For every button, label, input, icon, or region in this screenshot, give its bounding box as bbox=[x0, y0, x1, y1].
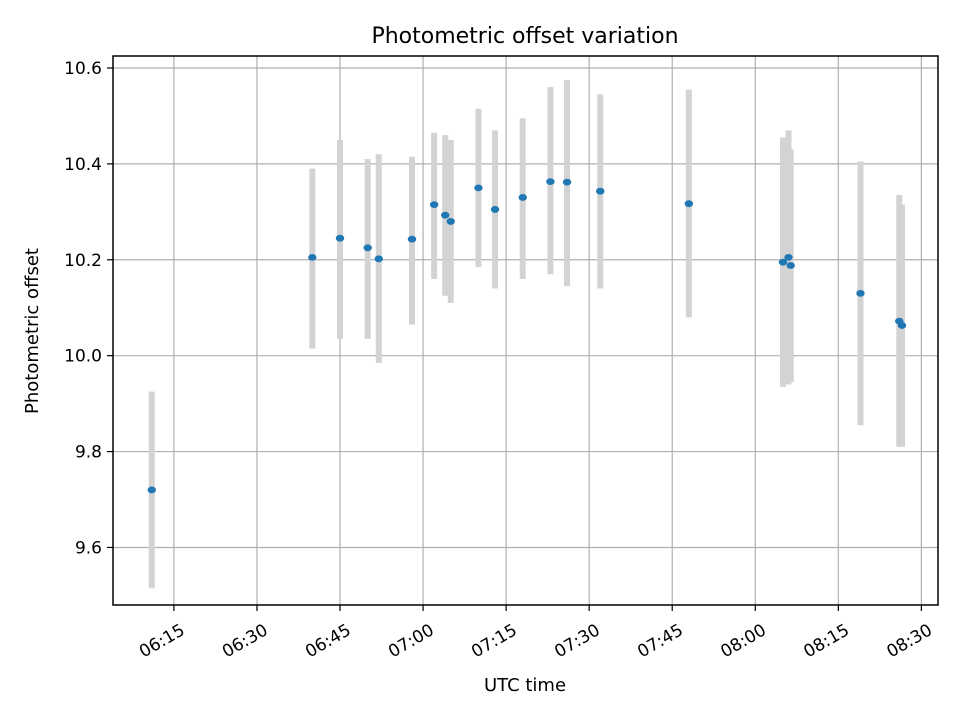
data-point bbox=[363, 244, 372, 252]
data-point bbox=[374, 255, 383, 263]
chart-title: Photometric offset variation bbox=[371, 24, 678, 49]
data-point bbox=[490, 206, 500, 213]
data-point bbox=[778, 258, 788, 266]
data-point bbox=[596, 187, 605, 195]
plot-frame bbox=[112, 55, 939, 606]
data-point bbox=[856, 289, 865, 297]
data-point bbox=[684, 200, 694, 208]
data-point bbox=[474, 184, 483, 192]
x-tick-label: 08:30 bbox=[883, 620, 935, 662]
x-tick-label: 06:15 bbox=[136, 620, 188, 662]
tick-layer: 06:15 06:30 06:45 07:00 07:15 07:30 07:45 08:00… bbox=[64, 59, 936, 662]
y-tick-label: 10.4 bbox=[64, 155, 102, 175]
data-point bbox=[429, 201, 439, 209]
y-tick-label: 9.6 bbox=[75, 538, 102, 558]
data-point bbox=[147, 486, 156, 494]
x-axis-label: UTC time bbox=[484, 675, 566, 696]
x-tick-label: 07:00 bbox=[385, 620, 437, 662]
x-tick-label: 06:30 bbox=[219, 620, 271, 662]
x-tick-label: 08:00 bbox=[717, 620, 769, 662]
x-tick-label: 07:30 bbox=[551, 620, 603, 662]
errorbar-layer bbox=[148, 79, 906, 589]
x-tick-label: 07:45 bbox=[634, 620, 686, 662]
data-point bbox=[441, 211, 450, 219]
y-tick-label: 9.8 bbox=[75, 443, 102, 463]
data-point bbox=[407, 235, 417, 243]
y-tick-label: 10.2 bbox=[64, 251, 102, 271]
point-layer bbox=[147, 178, 907, 494]
data-point bbox=[308, 253, 317, 261]
x-tick-label: 07:15 bbox=[468, 620, 520, 662]
y-tick-label: 10.0 bbox=[64, 347, 102, 367]
data-point bbox=[446, 218, 455, 225]
y-axis-label: Photometric offset bbox=[22, 248, 43, 414]
data-point bbox=[897, 322, 907, 329]
data-point bbox=[518, 194, 527, 201]
x-tick-label: 06:45 bbox=[302, 620, 354, 662]
data-point bbox=[546, 178, 555, 186]
data-point bbox=[786, 262, 795, 269]
data-point bbox=[784, 253, 793, 261]
data-point bbox=[335, 234, 345, 242]
y-tick-label: 10.6 bbox=[64, 59, 102, 79]
data-point bbox=[562, 178, 572, 186]
x-tick-label: 08:15 bbox=[800, 620, 852, 662]
